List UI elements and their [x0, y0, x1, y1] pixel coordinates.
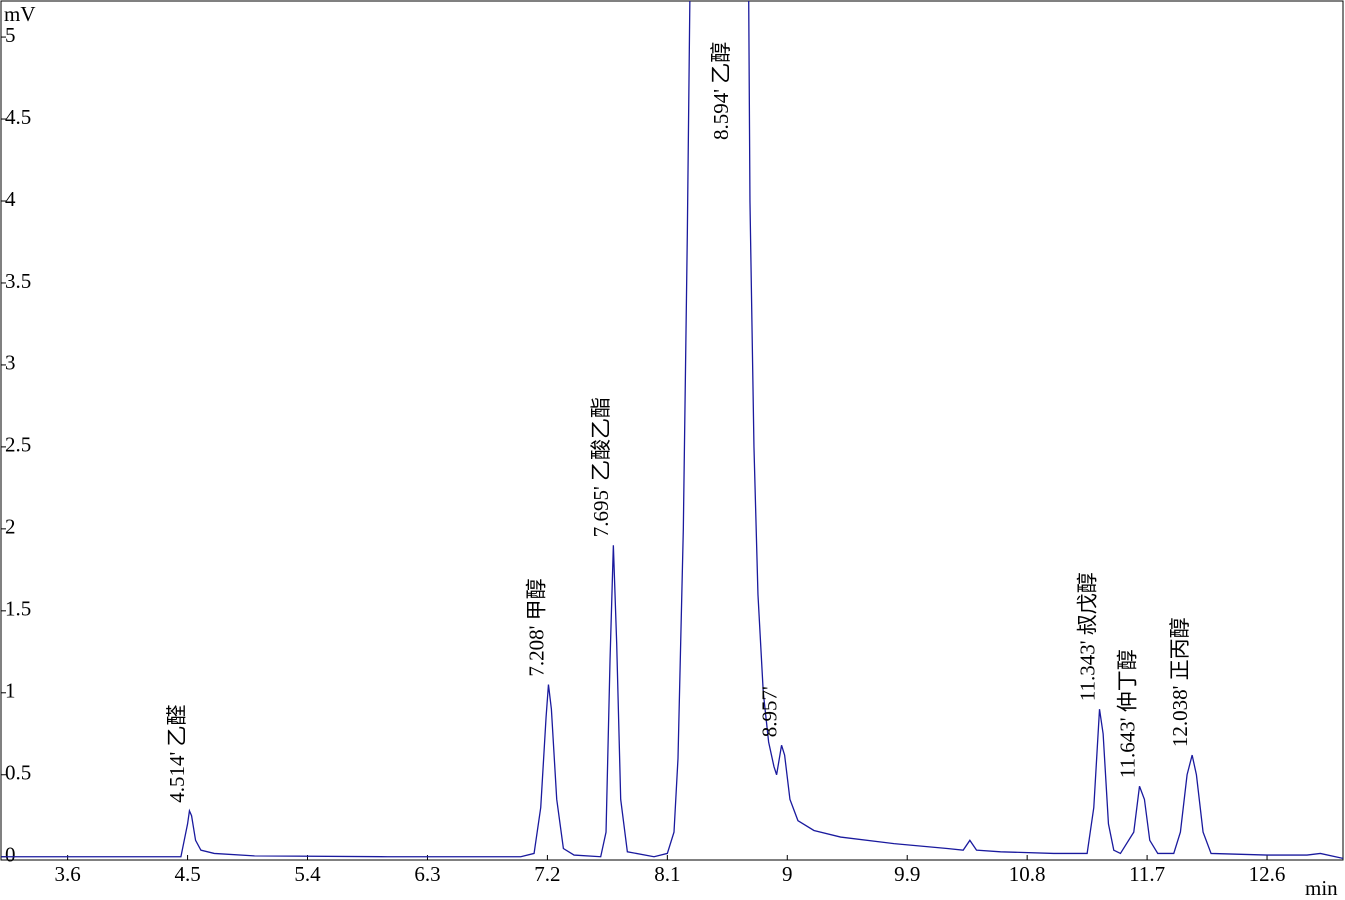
y-tick-label: 2: [5, 515, 16, 539]
y-tick-label: 3.5: [5, 269, 31, 293]
y-tick-label: 0: [5, 843, 16, 867]
x-tick-label: 9.9: [894, 862, 920, 886]
x-tick-label: 3.6: [55, 862, 81, 886]
signal-line: [1, 1, 1343, 859]
x-tick-label: 11.7: [1129, 862, 1165, 886]
y-tick-label: 4.5: [5, 105, 31, 129]
peak-label: 4.514' 乙醛: [165, 705, 189, 803]
x-tick-label: 10.8: [1009, 862, 1046, 886]
x-tick-label: 4.5: [174, 862, 200, 886]
x-tick-label: 9: [782, 862, 793, 886]
y-tick-label: 1: [5, 679, 16, 703]
y-tick-label: 5: [5, 23, 16, 47]
y-tick-label: 1.5: [5, 597, 31, 621]
peak-label: 7.695' 乙酸乙酯: [589, 397, 613, 537]
x-tick-label: 12.6: [1249, 862, 1286, 886]
peak-label: 8.594' 乙醇: [709, 42, 733, 140]
x-tick-label: 8.1: [654, 862, 680, 886]
x-tick-label: 5.4: [294, 862, 321, 886]
peak-label: 11.643' 仲丁醇: [1115, 649, 1139, 778]
x-axis-label: min: [1305, 876, 1338, 900]
peak-label: 7.208' 甲醇: [524, 578, 548, 676]
y-tick-label: 2.5: [5, 433, 31, 457]
plot-frame: [0, 0, 1344, 861]
peak-label: 8.957': [757, 686, 781, 737]
y-tick-label: 4: [5, 187, 16, 211]
y-tick-label: 0.5: [5, 761, 31, 785]
x-tick-label: 6.3: [414, 862, 440, 886]
peak-label: 12.038' 正丙醇: [1168, 617, 1192, 747]
peak-label: 11.343' 叔戊醇: [1075, 572, 1099, 701]
x-tick-label: 7.2: [534, 862, 560, 886]
y-axis-label: mV: [4, 2, 36, 26]
y-tick-label: 3: [5, 351, 16, 375]
plot-area: [1, 1, 1343, 859]
